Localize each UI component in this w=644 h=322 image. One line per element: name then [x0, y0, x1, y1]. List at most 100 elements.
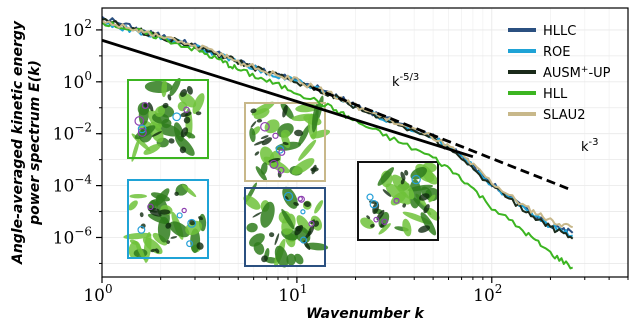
inset-streak [131, 138, 140, 162]
y-tick-exponent: −2 [74, 121, 92, 135]
inset-dark-streak [295, 225, 302, 232]
plot-frame [101, 7, 629, 278]
inset-streak [253, 108, 270, 120]
inset-dark-streak [282, 141, 289, 146]
inset-vortex [147, 203, 154, 211]
inset-vortex [381, 218, 388, 225]
inset-dark-streak [282, 104, 288, 118]
inset-streak [175, 135, 195, 156]
inset-streak [181, 184, 197, 198]
inset-vortex [176, 212, 183, 219]
x-tick-exponent: 0 [105, 282, 113, 296]
series-line-hll [101, 21, 574, 270]
inset-vortex [300, 209, 306, 215]
inset-dark-streak [147, 102, 154, 112]
x-tick-label: 102 [473, 282, 502, 306]
inset-streak [129, 193, 147, 199]
inset-streak [408, 179, 422, 209]
inset-streak [177, 101, 188, 112]
inset-dark-streak [268, 232, 275, 238]
inset-dark-streak [170, 236, 178, 239]
inset-dark-streak [313, 220, 320, 227]
legend-label: HLL [543, 87, 568, 102]
inset-dark-streak [376, 209, 385, 221]
inset-dark-streak [423, 204, 430, 214]
x-tick-label: 100 [83, 282, 112, 306]
inset-vortex [393, 197, 400, 204]
inset-streak [296, 215, 312, 235]
inset-vortex [187, 218, 197, 228]
inset-streak [378, 223, 391, 235]
inset-dark-streak [254, 151, 260, 156]
inset-streak [253, 242, 265, 255]
inset-dark-streak [196, 242, 204, 250]
inset-streak [246, 222, 258, 233]
legend: HLLC ROE AUSM+-UP HLL SLAU2 [508, 24, 611, 123]
inset-vortex [137, 127, 147, 137]
inset-streak [298, 124, 311, 146]
inset-streak [428, 194, 436, 203]
y-tick-label: 100 [63, 69, 92, 93]
inset-dark-streak [165, 222, 172, 229]
inset-dark-streak [159, 209, 171, 215]
inset-dark-streak [168, 138, 175, 144]
legend-label-superscript: + [581, 65, 589, 75]
inset-vortex [134, 116, 145, 126]
inset-streak [311, 103, 319, 133]
y-tick-label: 10−6 [53, 224, 92, 248]
inset-dark-streak [250, 108, 257, 114]
inset-dark-streak [250, 121, 257, 128]
inset-vortex [277, 166, 285, 174]
inset-vortex [369, 199, 379, 209]
inset-vortex [172, 112, 182, 122]
inset-vortex [269, 159, 279, 169]
reference-line-dashed [311, 86, 574, 192]
inset-dark-streak [261, 137, 272, 146]
inset-streak [420, 212, 437, 236]
inset-dark-streak [382, 189, 392, 197]
ROE-inset-1 [123, 179, 209, 263]
inset-streak [286, 253, 296, 266]
y-tick-exponent: −4 [74, 173, 92, 187]
inset-streak [281, 208, 295, 230]
inset-dark-streak [154, 248, 160, 254]
legend-label-suffix: -UP [588, 66, 610, 81]
SLAU2-inset [244, 95, 331, 182]
legend-label: ROE [543, 45, 570, 60]
inset-dark-streak [293, 201, 299, 206]
y-tick-exponent: −6 [74, 224, 92, 238]
inset-dark-streak [261, 255, 268, 263]
inset-vortex [186, 240, 193, 248]
reference-line-exponent: -5/3 [400, 72, 420, 83]
inset-dark-streak [252, 212, 262, 218]
inset-streak [426, 207, 440, 221]
inset-streak [129, 239, 139, 245]
inset-border [244, 102, 326, 182]
inset-dark-streak [186, 85, 193, 95]
inset-vortex [183, 106, 190, 113]
inset-dark-streak [400, 178, 405, 185]
reference-line-exponent: -3 [589, 137, 599, 148]
inset-vortex [308, 220, 315, 227]
inset-streak [243, 195, 261, 210]
inset-streak [143, 143, 161, 155]
inset-streak [135, 240, 146, 261]
inset-dark-streak [179, 146, 187, 154]
inset-dark-streak [151, 131, 162, 137]
reference-lines: k-5/3 k-3 [101, 38, 599, 192]
inset-vortex [373, 216, 380, 223]
legend-label: HLLC [543, 24, 576, 39]
HLLC-inset [243, 182, 329, 268]
inset-dark-streak [311, 164, 317, 175]
inset-dark-streak [167, 94, 172, 101]
inset-dark-streak [183, 116, 191, 124]
y-axis-label-line1: Angle-averaged kinetic energy [10, 20, 26, 265]
inset-dark-streak [174, 191, 179, 197]
inset-streak [128, 200, 138, 211]
inset-streak [161, 79, 168, 98]
inset-dark-streak [274, 233, 280, 246]
inset-dark-streak [260, 135, 269, 140]
reference-line-label: k-3 [581, 137, 599, 155]
inset-streak [161, 118, 172, 129]
